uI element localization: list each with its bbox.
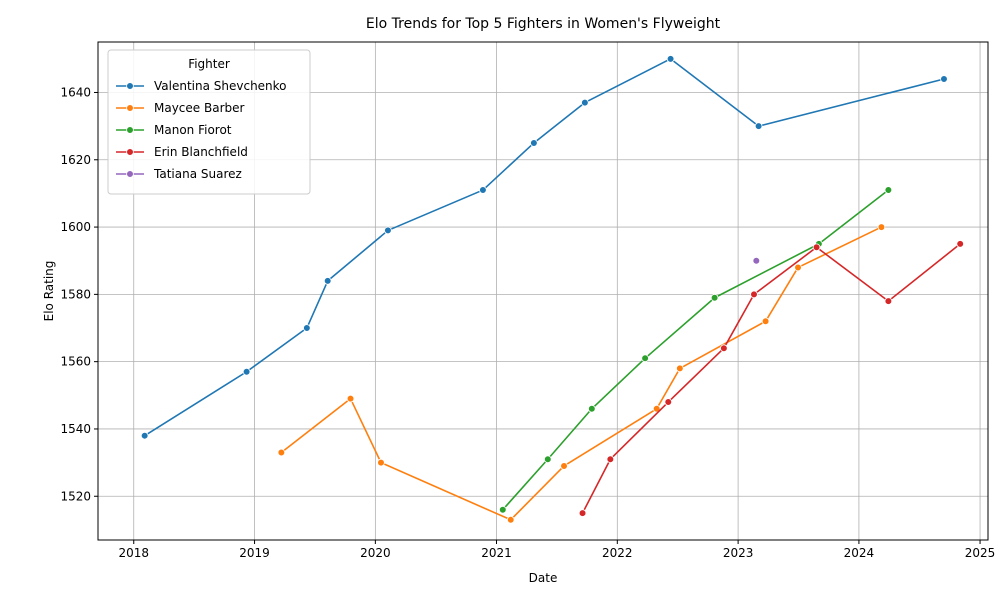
data-point	[761, 317, 770, 326]
data-point	[754, 122, 763, 130]
data-point	[710, 293, 719, 302]
data-point	[578, 509, 587, 517]
data-point	[560, 462, 568, 470]
data-point	[377, 458, 385, 467]
data-point	[606, 455, 615, 464]
data-point	[794, 263, 802, 272]
data-point	[884, 186, 893, 194]
data-point	[588, 404, 596, 413]
x-tick-label: 2022	[602, 546, 633, 560]
legend-label: Tatiana Suarez	[153, 167, 242, 181]
data-point	[752, 256, 761, 265]
x-tick-label: 2019	[239, 546, 270, 560]
y-tick-label: 1600	[60, 220, 91, 234]
legend-item: Valentina Shevchenko	[116, 79, 287, 93]
legend-title: Fighter	[188, 57, 230, 71]
y-tick-label: 1520	[60, 489, 91, 503]
data-point	[877, 223, 886, 231]
x-tick-label: 2018	[118, 546, 149, 560]
x-tick-label: 2021	[481, 546, 512, 560]
legend-label: Manon Fiorot	[154, 123, 232, 137]
plot-series	[140, 55, 964, 524]
legend-label: Erin Blanchfield	[154, 145, 248, 159]
legend-swatch-marker	[126, 126, 134, 134]
data-point	[384, 226, 392, 235]
data-point	[884, 297, 893, 305]
legend-box	[107, 49, 311, 195]
data-point	[543, 455, 552, 464]
x-axis-label: Date	[529, 571, 558, 585]
y-axis-ticks: 1520 1540 1560 1580 1600 1620 1640	[60, 85, 98, 503]
data-point	[242, 367, 251, 376]
data-point	[641, 354, 649, 363]
legend: Fighter Valentina Shevchenko Maycee Barbe…	[107, 49, 311, 195]
data-point	[303, 324, 311, 332]
data-point	[956, 240, 964, 248]
data-point	[652, 404, 661, 413]
legend-label: Maycee Barber	[154, 101, 245, 115]
y-axis-label: Elo Rating	[42, 261, 56, 322]
grid-lines	[98, 42, 988, 540]
data-point	[277, 448, 286, 457]
legend-swatch-marker	[126, 148, 134, 156]
legend-item: Manon Fiorot	[116, 123, 232, 137]
legend-label: Valentina Shevchenko	[154, 79, 287, 93]
x-tick-label: 2025	[965, 546, 996, 560]
legend-item: Maycee Barber	[116, 101, 245, 115]
data-point	[323, 277, 332, 285]
legend-swatch-marker	[126, 170, 134, 178]
y-tick-label: 1540	[60, 422, 91, 436]
series-0	[140, 55, 948, 440]
data-point	[506, 516, 515, 524]
y-tick-label: 1580	[60, 287, 91, 301]
data-point	[720, 344, 728, 353]
data-point	[676, 364, 684, 373]
x-axis-ticks: 2018 2019 2020 2021 2022 2023 2024 2025	[118, 540, 995, 560]
x-tick-label: 2024	[844, 546, 875, 560]
data-point	[530, 139, 538, 147]
data-point	[498, 505, 507, 514]
plot-frame	[97, 41, 989, 541]
y-tick-label: 1560	[60, 355, 91, 369]
legend-swatch-marker	[126, 82, 134, 90]
data-point	[812, 243, 821, 252]
data-point	[479, 186, 487, 194]
series-2	[498, 186, 893, 514]
x-tick-label: 2023	[723, 546, 754, 560]
series-4	[752, 256, 761, 265]
chart-title: Elo Trends for Top 5 Fighters in Women's…	[366, 16, 721, 32]
data-point	[581, 98, 589, 107]
data-point	[140, 431, 149, 440]
legend-swatch-marker	[126, 104, 134, 112]
data-point	[940, 75, 948, 83]
series-1	[277, 223, 886, 524]
data-point	[664, 398, 673, 406]
legend-item: Erin Blanchfield	[116, 145, 248, 159]
legend-item: Tatiana Suarez	[116, 167, 242, 181]
data-point	[666, 55, 675, 63]
y-tick-label: 1640	[60, 85, 91, 99]
data-point	[750, 290, 758, 299]
series-3	[578, 240, 964, 517]
series-line	[280, 226, 882, 521]
y-tick-label: 1620	[60, 153, 91, 167]
x-tick-label: 2020	[360, 546, 391, 560]
series-line	[581, 243, 961, 514]
data-point	[346, 394, 355, 403]
